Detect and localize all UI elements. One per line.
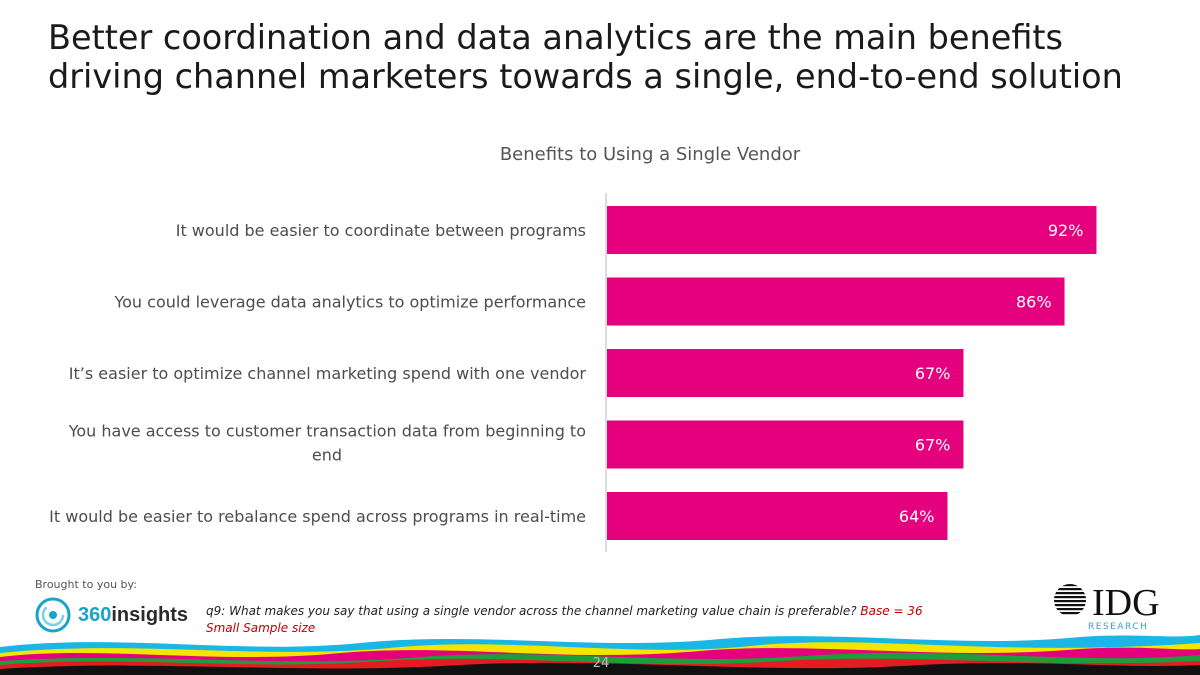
bar-3 [607, 349, 964, 397]
footnote-sample-note: Small Sample size [206, 621, 316, 635]
decorative-color-waves [0, 635, 1200, 675]
logo-360insights: 360insights [34, 595, 188, 635]
bar-value-label-5: 64% [899, 507, 935, 526]
page-number: 24 [592, 656, 610, 671]
category-label-1: It would be easier to coordinate between… [176, 221, 586, 240]
chart-title: Benefits to Using a Single Vendor [499, 144, 801, 165]
idg-globe-icon: IDG [1054, 582, 1160, 624]
idg-research-logo: IDG RESEARCH [1048, 582, 1193, 636]
bar-value-label-1: 92% [1048, 221, 1084, 240]
footnote-base: Base = 36 [860, 604, 923, 618]
category-label-5: It would be easier to rebalance spend ac… [49, 507, 586, 526]
bar-4 [607, 420, 964, 469]
category-label-4: You have access to customer transaction … [68, 422, 586, 465]
logo-360insights-text: 360insights [78, 603, 189, 626]
bar-chart: 92% It would be easier to coordinate betw… [49, 193, 1097, 552]
footnote-question: q9: What makes you say that using a sing… [206, 604, 857, 618]
bar-value-label-4: 67% [915, 436, 951, 455]
category-label-3: It’s easier to optimize channel marketin… [69, 364, 587, 383]
bar-value-label-2: 86% [1016, 293, 1052, 312]
idg-logo-text: IDG [1092, 582, 1160, 622]
bar-2 [607, 277, 1065, 326]
bar-value-label-3: 67% [915, 364, 951, 383]
bar-5 [607, 492, 948, 540]
category-label-2: You could leverage data analytics to opt… [113, 293, 586, 312]
footnote: q9: What makes you say that using a sing… [206, 603, 966, 637]
360insights-ring-icon [35, 597, 71, 633]
page-title: Better coordination and data analytics a… [48, 18, 1123, 96]
idg-research-label: RESEARCH [1088, 622, 1149, 632]
brought-to-you-by: Brought to you by: [35, 578, 137, 591]
bar-1 [607, 206, 1097, 254]
